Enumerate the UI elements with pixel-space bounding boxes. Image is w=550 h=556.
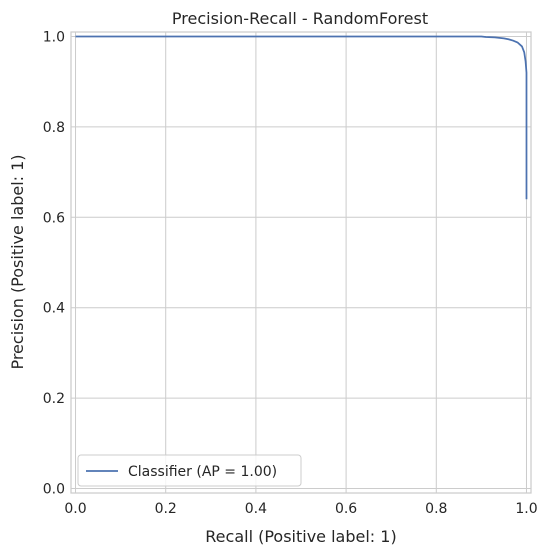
y-tick-label: 1.0 [43,30,65,46]
x-tick-label: 1.0 [515,501,537,517]
y-tick-label: 0.0 [43,481,65,497]
x-tick-labels: 0.0 0.2 0.4 0.6 0.8 1.0 [64,501,537,517]
plot-frame [70,31,532,494]
y-tick-label: 0.4 [43,301,65,317]
legend-box [77,454,302,487]
legend: Classifier (AP = 1.00) [77,454,302,487]
legend-entry-classifier: Classifier (AP = 1.00) [128,464,277,480]
y-axis-label: Precision (Positive label: 1) [8,154,27,369]
y-tick-labels: 0.0 0.2 0.4 0.6 0.8 1.0 [43,30,65,498]
x-tick-label: 0.2 [155,501,177,517]
series-group [75,35,528,200]
grid-lines [71,32,531,493]
x-tick-label: 0.8 [425,501,447,517]
y-tick-label: 0.6 [43,210,65,226]
chart-title: Precision-Recall - RandomForest [172,9,428,28]
x-tick-label: 0.0 [64,501,86,517]
y-tick-label: 0.8 [43,120,65,136]
x-axis-label: Recall (Positive label: 1) [205,527,396,546]
series-line-classifier [75,35,528,200]
x-tick-label: 0.4 [245,501,267,517]
x-tick-label: 0.6 [335,501,357,517]
y-tick-label: 0.2 [43,391,65,407]
